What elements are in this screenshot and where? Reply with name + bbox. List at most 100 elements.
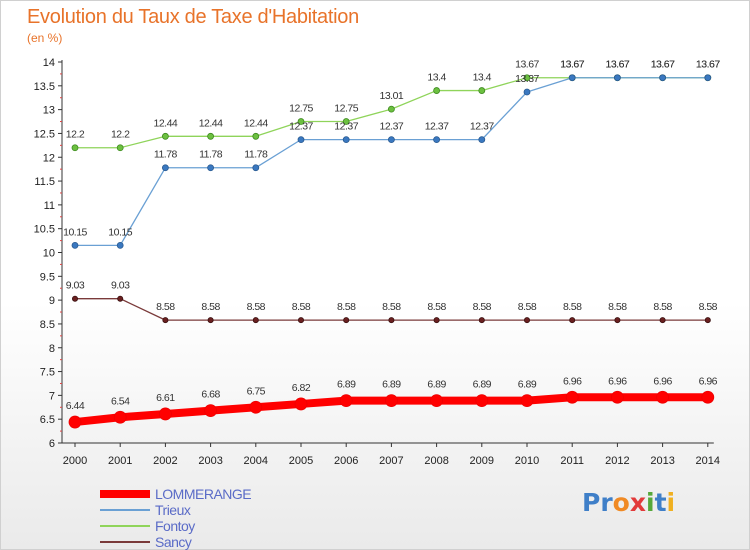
data-label-fontoy: 12.44 (154, 117, 178, 129)
point-lommerange (430, 394, 444, 408)
point-trieux (207, 164, 215, 172)
point-trieux (116, 241, 124, 249)
point-lommerange (384, 394, 398, 408)
point-sancy (207, 317, 214, 324)
point-lommerange (113, 410, 127, 424)
point-fontoy (387, 105, 395, 113)
logo-letter: o (612, 488, 630, 517)
x-tick-label: 2006 (334, 455, 358, 467)
y-tick-label: 14 (43, 57, 55, 69)
y-tick-label: 9 (49, 295, 55, 307)
point-lommerange (656, 390, 669, 404)
series-layer (68, 74, 715, 429)
legend-label: Fontoy (155, 518, 195, 534)
y-tick-label: 8.5 (40, 319, 55, 331)
data-label-lommerange: 6.89 (427, 379, 446, 391)
data-label-trieux: 12.37 (425, 121, 449, 133)
data-label-lommerange: 6.68 (201, 389, 220, 401)
point-lommerange (249, 400, 263, 414)
data-label-sancy: 8.58 (699, 301, 718, 313)
data-label-sancy: 9.03 (111, 280, 130, 292)
point-sancy (478, 317, 485, 324)
point-lommerange (565, 390, 579, 404)
data-label-lommerange: 6.54 (111, 395, 130, 407)
legend-swatch (100, 509, 150, 511)
point-trieux (614, 74, 621, 82)
data-label-sancy: 9.03 (66, 280, 85, 292)
data-label-trieux: 11.78 (199, 149, 223, 161)
data-label-lommerange: 6.89 (473, 379, 492, 391)
data-label-fontoy: 12.2 (66, 129, 85, 141)
point-sancy (433, 317, 440, 324)
point-fontoy (297, 118, 305, 125)
point-fontoy (116, 144, 124, 152)
point-lommerange (68, 415, 82, 429)
data-label-trieux: 10.15 (63, 226, 87, 238)
legend-label: Sancy (155, 534, 192, 550)
point-trieux (704, 74, 712, 82)
data-label-sancy: 8.58 (653, 301, 672, 313)
data-label-sancy: 8.58 (427, 301, 446, 313)
x-tick-label: 2011 (560, 455, 584, 467)
point-sancy (614, 317, 621, 324)
axes: 6 6.5 7 7.5 8 8.5 9 9.5 10 10.5 11 11.5 12 12.5 13 13.5… (34, 57, 720, 467)
point-sancy (388, 317, 395, 324)
legend-label: Trieux (155, 502, 191, 518)
point-fontoy (161, 132, 169, 140)
data-label-sancy: 8.58 (337, 301, 356, 313)
point-fontoy (252, 132, 260, 140)
point-lommerange (158, 407, 172, 421)
point-sancy (117, 295, 124, 302)
x-tick-label: 2003 (198, 455, 222, 467)
point-trieux (297, 136, 305, 144)
y-tick-label: 6.5 (40, 414, 55, 426)
point-sancy (704, 317, 711, 324)
data-label-lommerange: 6.44 (66, 400, 85, 412)
data-label-fontoy: 12.75 (289, 103, 313, 115)
data-label-lommerange: 6.89 (337, 379, 356, 391)
point-sancy (162, 317, 169, 324)
data-label-sancy: 8.58 (473, 301, 492, 313)
point-fontoy (523, 74, 531, 82)
point-lommerange (701, 390, 715, 404)
y-tick-label: 7 (49, 390, 55, 402)
y-tick-label: 13.5 (34, 81, 55, 93)
data-label-fontoy: 13.01 (380, 90, 404, 102)
x-tick-label: 2005 (289, 455, 313, 467)
point-sancy (343, 317, 350, 324)
point-trieux (252, 164, 260, 172)
point-fontoy (478, 87, 486, 94)
x-tick-label: 2013 (650, 455, 674, 467)
logo-letter: i (645, 488, 655, 517)
data-label-lommerange: 6.75 (247, 385, 266, 397)
point-trieux (342, 136, 350, 144)
data-label-sancy: 8.58 (563, 301, 582, 313)
y-tick-label: 9.5 (40, 271, 55, 283)
data-label-lommerange: 6.96 (699, 375, 718, 387)
x-tick-label: 2004 (244, 455, 268, 467)
chart-title: Evolution du Taux de Taxe d'Habitation (27, 6, 359, 28)
point-fontoy (207, 132, 215, 140)
proxiti-logo: Proxiti (582, 488, 675, 517)
point-lommerange (475, 394, 489, 408)
logo-letter: Pr (582, 488, 613, 517)
y-tick-label: 11 (44, 200, 55, 212)
point-trieux (161, 164, 169, 172)
data-label-fontoy: 12.44 (244, 117, 268, 129)
data-label-lommerange: 6.96 (653, 375, 672, 387)
data-label-trieux: 11.78 (244, 149, 268, 161)
data-label-fontoy: 12.44 (199, 117, 223, 129)
data-label-sancy: 8.58 (201, 301, 220, 313)
y-tick-label: 6 (49, 438, 55, 450)
data-label-sancy: 8.58 (518, 301, 537, 313)
point-trieux (478, 136, 486, 144)
x-tick-label: 2001 (108, 455, 132, 467)
point-trieux (433, 136, 441, 144)
point-sancy (569, 317, 576, 324)
point-lommerange (611, 390, 624, 404)
data-label-sancy: 8.58 (292, 301, 311, 313)
point-sancy (72, 295, 79, 302)
logo-letter: t (654, 488, 667, 517)
data-label-fontoy: 13.67 (696, 59, 720, 71)
